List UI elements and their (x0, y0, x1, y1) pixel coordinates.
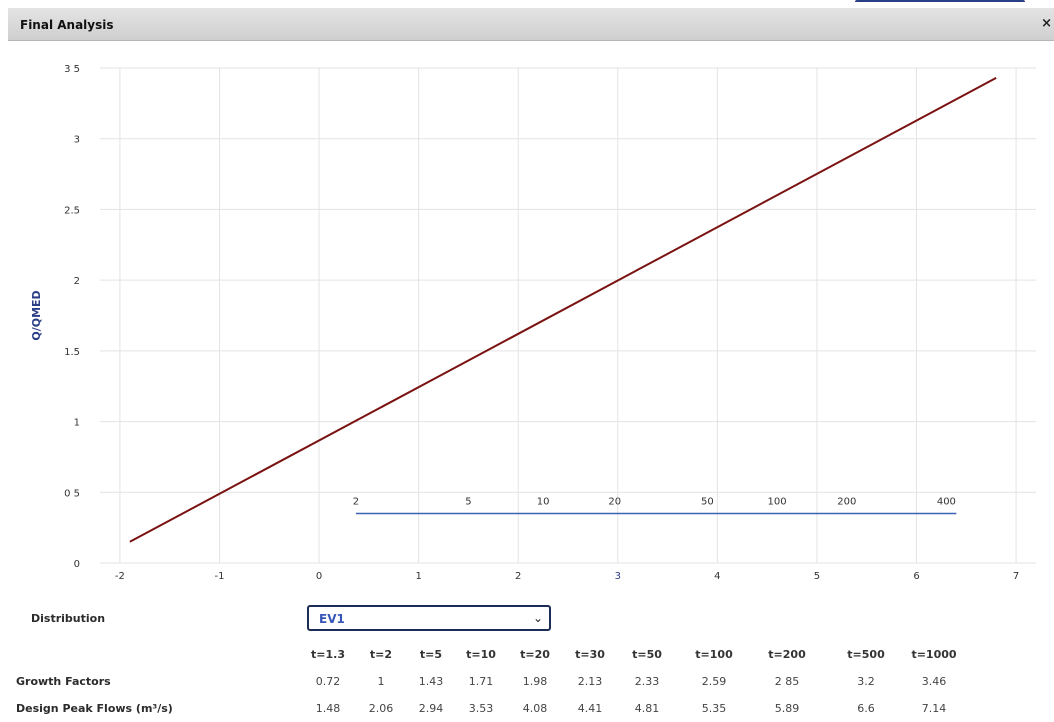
table-cell: 7.14 (921, 702, 947, 715)
table-cell: 0.72 (315, 675, 341, 688)
y-tick-label: 0 5 (64, 488, 80, 499)
y-tick-label: 2 (74, 276, 80, 287)
table-cell: 1.71 (468, 675, 494, 688)
table-header-cell: t=1.3 (311, 648, 345, 661)
table-header-cell: t=2 (369, 648, 393, 661)
table-cell: 1.48 (315, 702, 341, 715)
table-cell: 4.08 (522, 702, 548, 715)
table-header-cell: t=500 (847, 648, 885, 661)
table-header-cell: t=30 (575, 648, 605, 661)
table-row: Design Peak Flows (m³/s) 1.48 2.06 2.94 … (16, 695, 960, 722)
return-period-tick-label: 100 (768, 497, 787, 508)
return-period-tick-label: 400 (937, 497, 956, 508)
x-tick-label: 0 (316, 571, 322, 582)
x-tick-label: 6 (913, 571, 919, 582)
chevron-down-icon: ⌄ (532, 611, 543, 625)
table-cell: 1.98 (522, 675, 548, 688)
return-period-tick-label: 2 (353, 497, 359, 508)
table-cell: 3.53 (468, 702, 494, 715)
return-period-tick-label: 5 (465, 497, 471, 508)
x-tick-label: 5 (814, 571, 820, 582)
table-cell: 4.81 (634, 702, 660, 715)
table-cell: 2 85 (774, 675, 800, 688)
return-period-tick-label: 20 (608, 497, 621, 508)
y-tick-label: 2.5 (64, 205, 80, 216)
x-tick-label: 1 (415, 571, 421, 582)
return-period-tick-label: 10 (537, 497, 550, 508)
y-tick-label: 0 (74, 559, 80, 570)
return-period-tick-label: 50 (701, 497, 714, 508)
table-cell: 5.89 (774, 702, 800, 715)
table-cell: 1 (377, 675, 385, 688)
table-cell: 2.94 (418, 702, 444, 715)
distribution-label: Distribution (31, 612, 106, 625)
table-cell: 1.43 (418, 675, 444, 688)
design-peak-flows-label: Design Peak Flows (m³/s) (16, 702, 173, 715)
table-cell: 4.41 (577, 702, 603, 715)
x-tick-label: 7 (1013, 571, 1019, 582)
table-header-cell: t=100 (695, 648, 733, 661)
x-tick-label: 2 (515, 571, 521, 582)
table-header-cell: t=1000 (911, 648, 957, 661)
y-tick-label: 3 5 (64, 64, 80, 75)
series-line (129, 77, 997, 543)
table-cell: 2.06 (368, 702, 394, 715)
table-header-cell: t=50 (632, 648, 662, 661)
dialog-titlebar: Final Analysis × (8, 8, 1054, 41)
x-tick-label: 3 (615, 571, 621, 582)
growth-factor-table: t=1.3 t=2 t=5 t=10 t=20 t=30 t=50 t=100 … (16, 641, 960, 722)
table-header-cell: t=5 (419, 648, 443, 661)
table-header-cell: t=200 (768, 648, 806, 661)
growth-curve-chart: 0 0 5 1 1.5 2 2.5 3 3 5 -2 -1 0 1 2 3 4 5 6 7 Q/QMED 2 5 10 20… (30, 64, 1036, 582)
y-axis-label: Q/QMED (30, 290, 43, 340)
dialog-title: Final Analysis (20, 18, 114, 32)
table-cell: 3.46 (921, 675, 947, 688)
y-tick-label: 1 (74, 418, 80, 429)
x-tick-label: -2 (115, 571, 125, 582)
table-cell: 3.2 (857, 675, 875, 688)
x-tick-label: 4 (714, 571, 720, 582)
x-tick-label: -1 (214, 571, 224, 582)
table-row: Growth Factors 0.72 1 1.43 1.71 1.98 2.1… (16, 668, 960, 695)
table-cell: 2.59 (701, 675, 727, 688)
table-cell: 2.13 (577, 675, 603, 688)
return-period-tick-label: 200 (837, 497, 856, 508)
distribution-select[interactable]: EV1 ⌄ (307, 605, 551, 631)
table-cell: 6.6 (857, 702, 875, 715)
table-header-cell: t=10 (466, 648, 496, 661)
close-icon[interactable]: × (1041, 16, 1052, 31)
table-header-cell: t=20 (520, 648, 550, 661)
y-tick-label: 1.5 (64, 347, 80, 358)
y-tick-label: 3 (74, 135, 80, 146)
table-cell: 2.33 (634, 675, 660, 688)
table-header-row: t=1.3 t=2 t=5 t=10 t=20 t=30 t=50 t=100 … (16, 641, 960, 668)
growth-factors-label: Growth Factors (16, 675, 111, 688)
table-cell: 5.35 (701, 702, 727, 715)
distribution-selected-value: EV1 (319, 612, 345, 626)
top-accent-strip (855, 0, 1025, 8)
